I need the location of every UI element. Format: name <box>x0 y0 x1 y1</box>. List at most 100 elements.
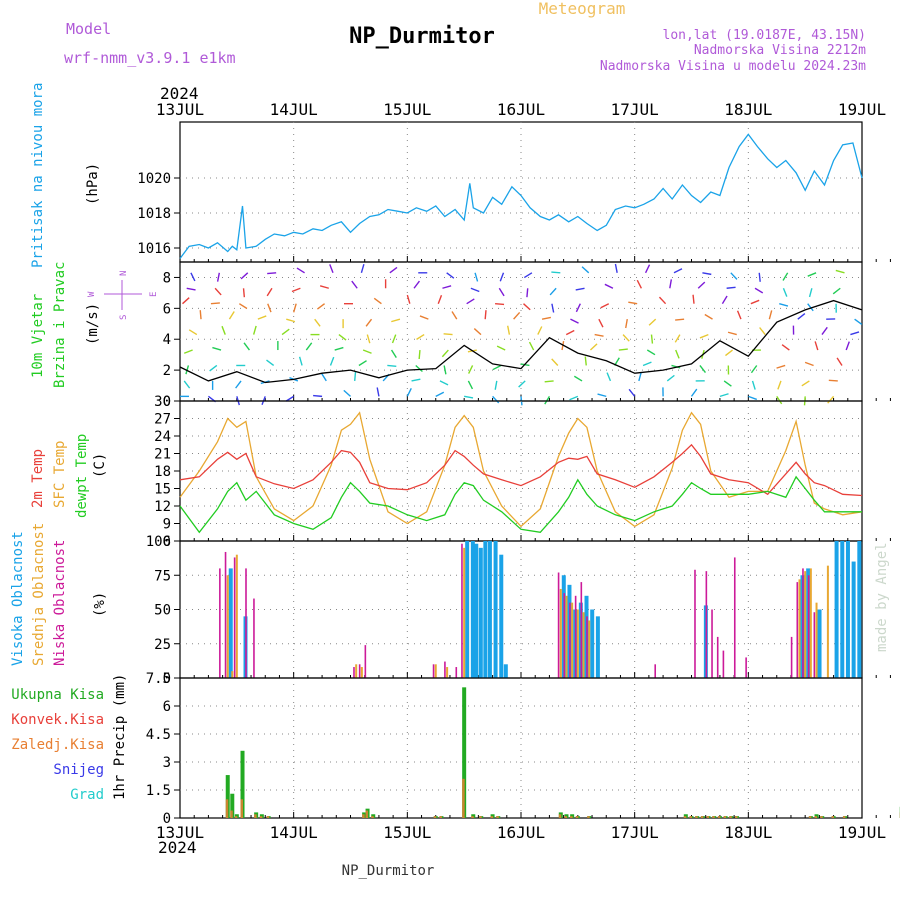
low-cloud-bar <box>219 568 221 678</box>
precip-legend-frozen: Zaledj.Kisa <box>11 737 104 753</box>
y-tick-label: 12 <box>154 499 171 515</box>
temp-ylabel-sfc: SFC Temp <box>52 441 68 508</box>
low-cloud-bar <box>433 664 435 678</box>
conv-precip-bar <box>267 816 270 818</box>
high-cloud-bar <box>229 568 233 678</box>
conv-precip-bar <box>587 816 590 818</box>
pressure-ylabel: Pritisak na nivou mora <box>30 83 46 268</box>
high-cloud-bar <box>857 541 861 678</box>
station-title: NP_Durmitor <box>349 24 495 49</box>
y-tick-label: 4.5 <box>146 727 171 743</box>
conv-precip-bar <box>570 816 573 818</box>
wind-vector <box>545 381 554 382</box>
y-tick-label: 8 <box>163 270 171 286</box>
low-cloud-bar <box>575 596 577 678</box>
footer-station: NP_Durmitor <box>342 863 435 879</box>
high-cloud-bar <box>852 562 856 678</box>
mid-cloud-bar <box>571 603 573 678</box>
wind-vector <box>244 288 245 297</box>
low-cloud-bar <box>796 582 798 678</box>
x-tick-label-top: 15JUL <box>383 100 431 119</box>
conv-precip-bar <box>479 816 482 818</box>
mid-cloud-bar <box>816 603 818 678</box>
meteogram-label: Meteogram <box>539 0 626 18</box>
mid-cloud-bar <box>227 575 229 678</box>
y-tick-label: 1016 <box>137 241 171 257</box>
conv-precip-bar <box>729 816 732 818</box>
x-tick-label-bottom: 19JUL <box>838 823 886 842</box>
temp-ylabel-2m: 2m Temp <box>30 449 46 508</box>
compass-n-label: N <box>119 271 129 276</box>
high-cloud-bar <box>499 555 503 678</box>
precip-legend-graupel: Grad <box>70 787 104 803</box>
x-tick-label-bottom: 17JUL <box>611 823 659 842</box>
conv-precip-bar <box>496 816 499 818</box>
conv-precip-bar <box>820 816 823 818</box>
y-tick-label: 21 <box>154 447 171 463</box>
high-cloud-bar <box>504 664 508 678</box>
low-cloud-bar <box>444 662 446 678</box>
low-cloud-bar <box>706 571 708 678</box>
mid-cloud-bar <box>355 664 357 678</box>
high-cloud-bar <box>479 548 483 678</box>
mid-cloud-bar <box>565 596 567 678</box>
y-tick-label: 2 <box>163 363 171 379</box>
y-tick-label: 1018 <box>137 206 171 222</box>
low-cloud-bar <box>717 637 719 678</box>
wind-vector <box>313 396 322 397</box>
wind-vector <box>495 304 504 305</box>
y-tick-label: 9 <box>163 517 171 533</box>
low-cloud-bar <box>711 610 713 679</box>
low-cloud-bar <box>654 664 656 678</box>
watermark: made by Angel <box>874 542 890 652</box>
wind-ylabel-1: 10m Vjetar <box>30 294 46 378</box>
conv-precip-bar <box>471 816 474 818</box>
low-cloud-bar <box>734 557 736 678</box>
y-tick-label: 100 <box>146 534 171 550</box>
precip-legend-snow: Snijeg <box>53 762 104 778</box>
y-tick-label: 3 <box>163 755 171 771</box>
high-cloud-bar <box>474 544 478 678</box>
mid-cloud-bar <box>463 548 465 678</box>
x-tick-label-bottom: 16JUL <box>497 823 545 842</box>
precip-unit: 1hr Precip (mm) <box>112 674 128 800</box>
y-tick-label: 15 <box>154 482 171 498</box>
high-cloud-bar <box>471 541 475 678</box>
wind-vector <box>444 334 453 335</box>
conv-precip-bar <box>371 816 374 818</box>
high-cloud-bar <box>465 541 469 678</box>
x-tick-label-top: 13JUL <box>156 100 204 119</box>
mid-cloud-bar <box>231 671 233 678</box>
x-tick-label-bottom: 15JUL <box>383 823 431 842</box>
high-cloud-bar <box>483 541 487 678</box>
low-cloud-bar <box>791 637 793 678</box>
mid-cloud-bar <box>560 589 562 678</box>
wind-vector <box>485 310 486 319</box>
conv-precip-bar <box>260 816 263 818</box>
low-cloud-bar <box>745 657 747 678</box>
mid-cloud-bar <box>361 667 363 678</box>
low-cloud-bar <box>569 603 571 678</box>
wind-vector <box>693 295 694 304</box>
y-tick-label: 27 <box>154 412 171 428</box>
conv-precip-bar <box>712 816 715 818</box>
conv-precip-bar <box>707 816 710 818</box>
compass-s-label: S <box>119 315 129 320</box>
x-tick-label-top: 14JUL <box>270 100 318 119</box>
y-tick-label: 75 <box>154 568 171 584</box>
low-cloud-bar <box>365 645 367 678</box>
wind-vector <box>619 349 628 350</box>
wind-unit: (m/s) <box>85 303 101 345</box>
wind-vector <box>387 365 396 366</box>
high-cloud-bar <box>494 541 498 678</box>
compass-w-label: W <box>87 291 97 297</box>
y-tick-label: 24 <box>154 429 171 445</box>
wind-vector <box>585 357 586 366</box>
high-cloud-bar <box>846 541 850 678</box>
conv-precip-bar <box>226 799 229 818</box>
high-cloud-bar <box>590 610 594 679</box>
low-cloud-bar <box>359 664 361 678</box>
low-cloud-bar <box>234 557 236 678</box>
mid-cloud-bar <box>236 555 238 678</box>
